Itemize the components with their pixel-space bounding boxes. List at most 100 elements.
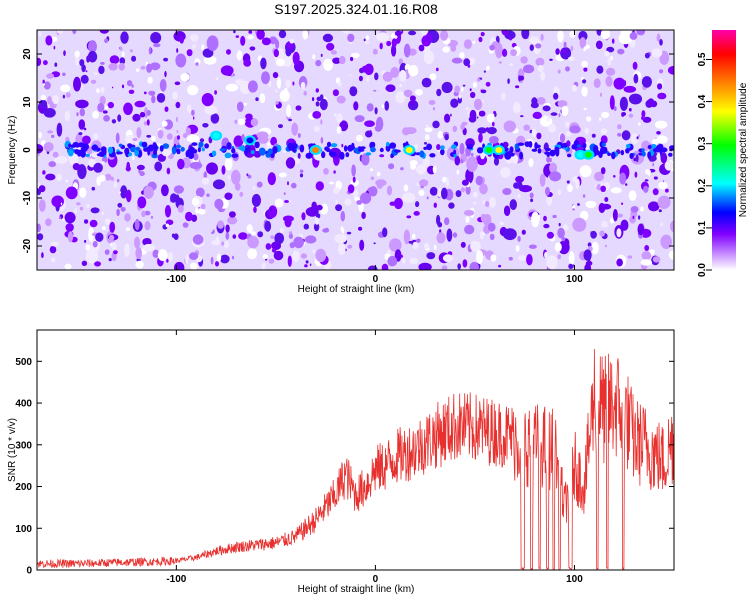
spectrogram-cell	[78, 119, 86, 130]
spectrogram-cell	[605, 76, 613, 87]
spectrogram-cell	[147, 76, 153, 84]
spectrogram-cell	[200, 203, 206, 210]
spectrogram-cell	[315, 101, 320, 107]
spectrogram-cell	[604, 50, 610, 57]
spectrogram-cell	[45, 173, 56, 181]
spectrogram-cell	[135, 247, 142, 260]
spectrogram-cell	[144, 210, 151, 216]
spectrogram-cell	[619, 172, 627, 185]
spectrogram-cell	[632, 61, 638, 70]
spectrogram-cell	[610, 187, 622, 194]
spectrogram-cell	[305, 260, 309, 264]
spectrogram-peak	[405, 147, 413, 153]
spectrogram-cell	[530, 198, 534, 203]
spectrogram-ridge-cell	[162, 143, 170, 149]
spectrogram-cell	[408, 30, 417, 36]
spectrogram-cell	[134, 236, 141, 249]
spectrogram-cell	[528, 244, 537, 249]
spectrogram-cell	[568, 263, 573, 269]
spectrogram-cell	[349, 74, 352, 77]
spectrogram-cell	[373, 242, 376, 245]
spectrogram-cell	[356, 134, 363, 142]
spectrogram-ridge-cell	[224, 152, 232, 159]
spectrogram-cell	[424, 134, 430, 141]
spectrogram-ridge-cell	[70, 144, 76, 148]
spectrogram-cell	[132, 137, 138, 142]
spectrogram-cell	[322, 33, 333, 43]
spectrogram-cell	[42, 170, 46, 175]
spectrogram-cell	[593, 78, 601, 89]
spectrogram-cell	[253, 150, 262, 158]
spectrogram-cell	[601, 220, 608, 228]
spectrogram-cell	[231, 75, 233, 78]
spectrogram-cell	[469, 261, 479, 270]
spectrogram-cell	[436, 88, 442, 97]
spectrogram-cell	[450, 98, 459, 108]
spectrogram-cell	[442, 254, 454, 263]
spectrogram-cell	[261, 37, 271, 46]
spectrogram-cell	[120, 206, 126, 212]
spectrogram-cell	[652, 256, 661, 263]
spectrogram-cell	[223, 240, 230, 249]
spectrogram-cell	[375, 179, 387, 187]
spectrogram-cell	[654, 120, 668, 129]
spectrogram-cell	[51, 195, 64, 208]
spectrogram-cell	[171, 233, 175, 238]
spectrogram-cell	[463, 209, 475, 216]
spectrogram-cell	[335, 204, 343, 212]
spectrogram-cell	[88, 40, 97, 53]
spectrogram-cell	[51, 134, 55, 138]
spectrogram-cell	[391, 44, 397, 57]
spectrogram-cell	[287, 181, 289, 186]
spectrogram-ridge-cell	[254, 141, 260, 149]
spectrogram-cell	[616, 258, 623, 267]
spectrogram-ridge-cell	[116, 151, 123, 155]
spectrogram-ridge-cell	[85, 153, 90, 157]
spectrogram-cell	[628, 113, 634, 118]
spectrogram-cell	[87, 50, 98, 63]
spectrogram-cell	[65, 223, 74, 232]
spectrogram-ridge-cell	[135, 146, 140, 151]
spectrogram-ridge-cell	[231, 148, 236, 154]
spectrogram-cell	[347, 244, 353, 249]
spectrogram-cell	[369, 168, 374, 172]
spectrogram-cell	[652, 188, 659, 196]
spectrogram-cell	[492, 121, 495, 127]
spectrogram-cell	[50, 241, 59, 247]
spectrogram-peak	[212, 132, 220, 139]
spectrogram-cell	[641, 251, 652, 260]
spectrogram-cell	[210, 113, 220, 124]
spectrogram-cell	[609, 217, 615, 224]
spectrogram-cell	[546, 255, 558, 270]
spectrogram-cell	[152, 249, 160, 258]
spectrogram-cell	[124, 213, 131, 222]
spectrogram-cell	[234, 119, 238, 124]
spectrogram-cell	[163, 57, 169, 62]
spectrogram-ridge-cell	[198, 141, 204, 148]
spectrogram-cell	[613, 175, 616, 178]
spectrogram-cell	[369, 130, 372, 134]
spectrogram-cell	[606, 67, 616, 76]
spectrogram-cell	[572, 84, 577, 92]
spectrogram-cell	[611, 38, 615, 44]
spectrogram-cell	[515, 85, 520, 89]
spectrogram-cell	[37, 144, 44, 154]
spectrogram-cell	[161, 184, 169, 197]
x-tick-label: 100	[566, 274, 583, 285]
spectrogram-cell	[315, 248, 327, 263]
spectrogram-cell	[236, 101, 244, 113]
spectrogram-cell	[546, 231, 555, 239]
spectrogram-ridge-cell	[423, 146, 428, 150]
spectrogram-cell	[189, 252, 199, 260]
spectrogram-cell	[224, 157, 233, 171]
spectrogram-cell	[500, 167, 511, 178]
y-tick-label: 500	[15, 357, 32, 368]
spectrogram-cell	[498, 61, 502, 64]
spectrogram-cell	[515, 245, 520, 252]
spectrogram-cell	[346, 231, 352, 235]
y-tick-label: 400	[15, 399, 32, 410]
spectrogram-cell	[358, 226, 363, 231]
spectrogram-cell	[274, 198, 284, 208]
spectrogram-cell	[526, 254, 533, 266]
